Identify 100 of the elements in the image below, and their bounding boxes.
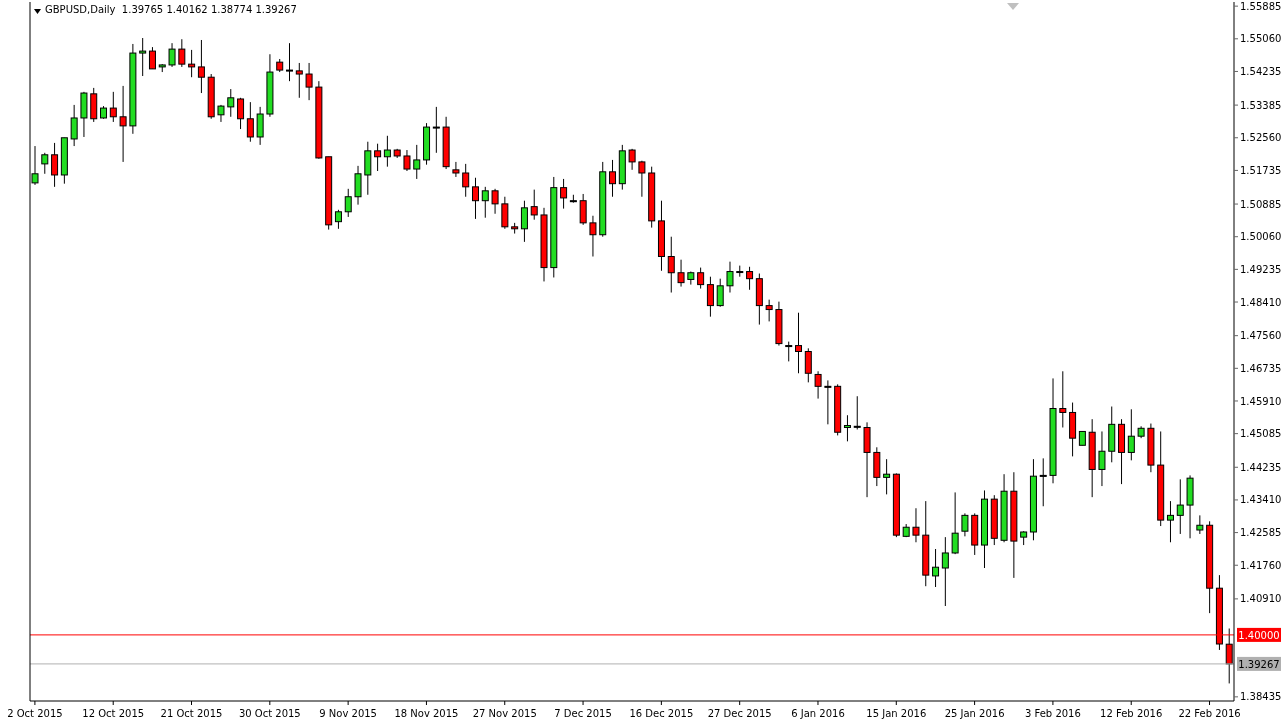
x-tick-label: 18 Nov 2015 [394,708,459,719]
candlestick [295,62,303,99]
candlestick [746,266,754,291]
candlestick [726,261,734,294]
y-tick-label: 1.47560 [1240,330,1282,342]
x-tick-label: 21 Oct 2015 [160,708,223,719]
candlestick [70,104,78,147]
candlestick [344,188,352,218]
candlestick [188,49,196,78]
x-tick-label: 2 Oct 2015 [7,708,63,719]
y-tick-label: 1.46735 [1240,362,1282,374]
y-tick-label: 1.49235 [1240,263,1282,275]
x-tick-label: 30 Oct 2015 [238,708,301,719]
candlestick [41,152,49,175]
candlestick [951,491,959,555]
candlestick [462,163,470,198]
candlestick [961,512,969,537]
candlestick [383,135,391,168]
candlestick [765,299,773,322]
candlestick [785,341,793,362]
y-tick-label: 1.45910 [1240,395,1282,407]
candlestick [501,196,509,230]
candlestick [853,395,861,430]
candlestick [795,312,803,374]
candlestick [109,91,117,123]
candlestick [560,178,568,210]
candlestick [374,143,382,172]
candlestick [119,85,127,163]
y-tick-label: 1.50885 [1240,198,1282,210]
candlestick [334,209,342,230]
ref-line-label: 1.39267 [1238,658,1280,670]
y-tick-label: 1.42585 [1240,527,1282,539]
candlestick [579,193,587,226]
candlestick [883,458,891,495]
candlestick [354,165,362,206]
y-tick-label: 1.41760 [1240,559,1282,571]
y-tick-label: 1.43410 [1240,494,1282,506]
candlestick [1127,408,1135,461]
x-tick-label: 3 Feb 2016 [1024,708,1081,719]
y-tick-label: 1.44235 [1240,461,1282,473]
candlestick [1166,500,1174,543]
candlestick [1039,457,1047,507]
candlestick [1176,478,1184,535]
candlestick [148,46,156,70]
candlestick [305,62,313,101]
candlestick [1059,370,1067,428]
candlestick [237,97,245,130]
candlestick [638,160,646,198]
candlestick [609,159,617,198]
x-tick-label: 15 Jan 2016 [866,708,927,719]
candlestick [491,188,499,215]
x-tick-label: 16 Dec 2015 [629,708,694,719]
candlestick [31,145,39,186]
candlestick [1098,430,1106,487]
candlestick [227,88,235,118]
candlestick [716,278,724,308]
candlestick [178,38,186,68]
candlestick [256,106,264,146]
x-tick-label: 22 Feb 2016 [1178,708,1241,719]
x-tick-label: 6 Jan 2016 [791,708,845,719]
candlestick [677,259,685,288]
candlestick [932,548,940,588]
candlestick [452,161,460,178]
candlestick [814,370,822,400]
x-tick-label: 12 Oct 2015 [82,708,145,719]
candlestick [589,215,597,258]
x-tick-label: 27 Nov 2015 [472,708,537,719]
candlestick [471,177,479,220]
candlestick [804,347,812,383]
y-tick-label: 1.54235 [1240,66,1282,78]
candlestick [912,507,920,543]
candlestick [706,276,714,318]
candlestick [843,414,851,442]
candlestick [168,42,176,68]
x-tick-label: 7 Dec 2015 [554,708,612,719]
candlestick [403,149,411,172]
candlestick [413,144,421,180]
x-tick-label: 12 Feb 2016 [1100,708,1163,719]
x-tick-label: 9 Nov 2015 [319,708,377,719]
candlestick [520,200,528,243]
candlestick [697,267,705,290]
y-tick-label: 1.48410 [1240,296,1282,308]
candlestick [139,37,147,77]
candlestick [286,42,293,82]
x-tick-label: 25 Jan 2016 [944,708,1005,719]
y-tick-label: 1.55060 [1240,33,1282,45]
candlestick [197,39,205,94]
candlestick [246,101,254,143]
candlestick [432,106,440,154]
ref-line-label: 1.40000 [1238,629,1280,641]
y-tick-label: 1.38435 [1240,691,1282,703]
candlestick [1196,514,1204,535]
x-tick-label: 27 Dec 2015 [707,708,772,719]
candlestick [530,189,538,221]
candlestick [481,186,489,219]
y-tick-label: 1.45085 [1240,428,1282,440]
candlestick [941,536,949,607]
y-tick-label: 1.40910 [1240,593,1282,605]
y-tick-label: 1.52560 [1240,132,1282,144]
y-tick-label: 1.51735 [1240,164,1282,176]
